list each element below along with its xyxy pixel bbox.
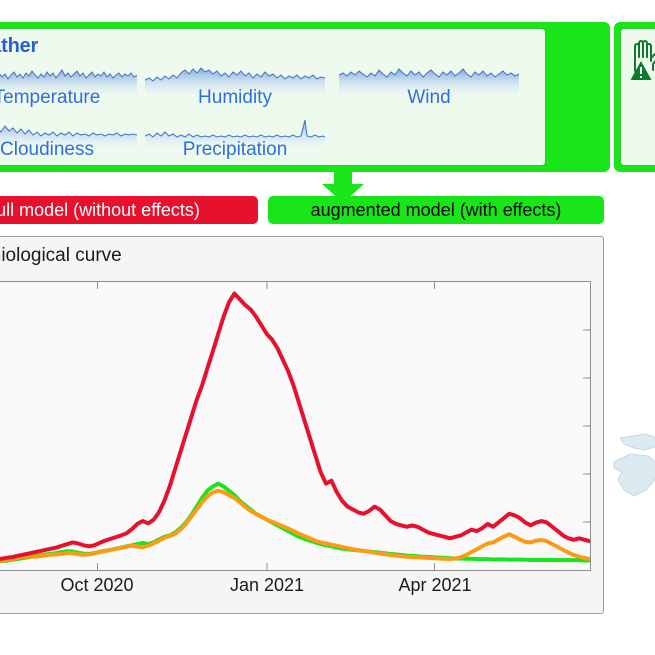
null-model-label: null model (without effects) bbox=[0, 199, 200, 220]
weather-metric-label: Temperature bbox=[0, 87, 101, 108]
series-2 bbox=[0, 488, 590, 563]
weather-panel-card: Weather Temperature bbox=[0, 28, 546, 166]
series-0 bbox=[0, 291, 590, 561]
epidemiological-curve-plot[interactable] bbox=[0, 281, 591, 571]
augmented-model-badge[interactable]: augmented model (with effects) bbox=[268, 196, 604, 224]
null-model-badge[interactable]: null model (without effects) bbox=[0, 196, 258, 224]
alert-panel-card bbox=[620, 28, 655, 166]
sparkline-icon bbox=[145, 117, 325, 147]
sparkline-icon bbox=[339, 65, 519, 95]
sparkline-icon bbox=[0, 117, 137, 147]
weather-metric-precipitation[interactable]: Precipitation bbox=[145, 117, 325, 165]
chart-title: epidemiological curve bbox=[0, 245, 122, 266]
weather-metric-temperature[interactable]: Temperature bbox=[0, 65, 137, 113]
down-arrow-icon bbox=[322, 170, 364, 203]
weather-metric-label: Precipitation bbox=[182, 139, 288, 160]
augmented-model-label: augmented model (with effects) bbox=[310, 199, 562, 220]
weather-panel-title: Weather bbox=[0, 35, 39, 57]
alert-panel-frame bbox=[614, 22, 655, 172]
sparkline-icon bbox=[0, 65, 137, 95]
weather-metric-label: Cloudiness bbox=[0, 139, 94, 160]
plot-svg bbox=[0, 282, 590, 570]
map-silhouette-icon bbox=[613, 433, 655, 497]
x-tick-label: Apr 2021 bbox=[398, 575, 472, 595]
weather-metric-cloudiness[interactable]: Cloudiness bbox=[0, 117, 137, 165]
x-tick-label: Oct 2020 bbox=[60, 575, 134, 595]
weather-metric-label: Wind bbox=[407, 87, 451, 108]
chart-card: epidemiological curve Jul 2020Oct 2020Ja… bbox=[0, 236, 604, 614]
x-tick-label: Jan 2021 bbox=[229, 575, 305, 595]
sparkline-icon bbox=[145, 65, 325, 95]
weather-metric-label: Humidity bbox=[198, 87, 272, 108]
weather-metric-wind[interactable]: Wind bbox=[339, 65, 519, 113]
weather-metric-humidity[interactable]: Humidity bbox=[145, 65, 325, 113]
weather-panel-frame: Weather Temperature bbox=[0, 22, 610, 172]
hand-warning-icon bbox=[630, 40, 655, 80]
